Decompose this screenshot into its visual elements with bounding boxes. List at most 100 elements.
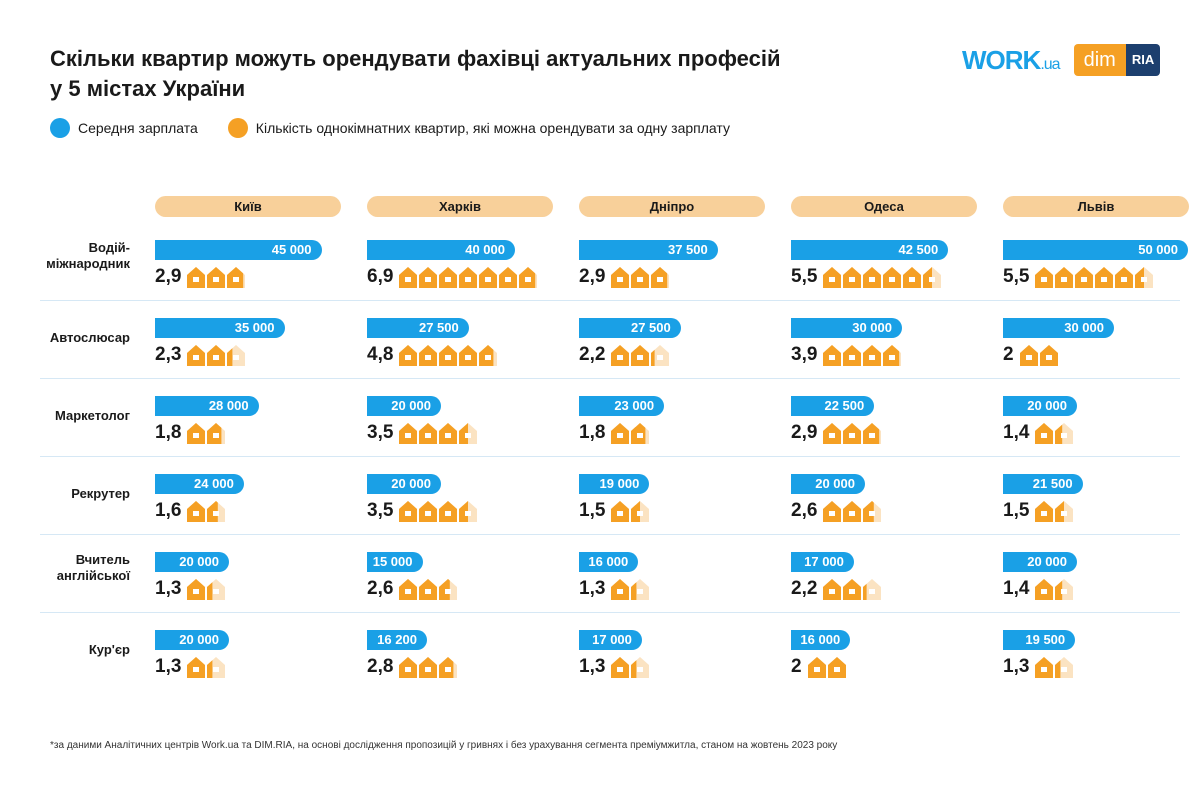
house-icon: [651, 266, 670, 288]
salary-bar: 27 500: [367, 318, 469, 338]
house-icon: [1019, 344, 1038, 366]
house-icon: [399, 422, 418, 444]
house-icon: [1035, 266, 1054, 288]
house-icon: [419, 344, 438, 366]
house-icon: [923, 266, 942, 288]
apartments-count: 1,8: [579, 422, 650, 444]
salary-bar: 50 000: [1003, 240, 1188, 260]
house-icon: [1055, 422, 1074, 444]
salary-bar: 30 000: [1003, 318, 1114, 338]
salary-bar: 16 200: [367, 630, 427, 650]
title-line-1: Скільки квартир можуть орендувати фахівц…: [50, 46, 781, 71]
apartments-count: 1,8: [155, 422, 226, 444]
house-icon: [207, 266, 226, 288]
house-icon: [479, 266, 498, 288]
house-icon: [631, 500, 650, 522]
apartments-value: 1,3: [579, 656, 606, 677]
salary-bar: 24 000: [155, 474, 244, 494]
house-icon: [459, 344, 478, 366]
house-icon: [1039, 344, 1058, 366]
salary-bar: 20 000: [367, 396, 441, 416]
apartments-value: 1,8: [155, 422, 182, 443]
apartments-count: 3,9: [791, 344, 902, 366]
house-icon: [611, 500, 630, 522]
house-icon: [187, 266, 206, 288]
house-icon: [207, 500, 226, 522]
apartments-value: 1,3: [1003, 656, 1030, 677]
apartments-count: 1,3: [1003, 656, 1074, 678]
house-icon: [439, 344, 458, 366]
salary-bar: 19 500: [1003, 630, 1076, 650]
house-icon: [459, 500, 478, 522]
apartments-value: 2,8: [367, 656, 394, 677]
house-icon: [1115, 266, 1134, 288]
house-icon: [227, 344, 246, 366]
house-icon: [823, 422, 842, 444]
house-icon: [459, 266, 478, 288]
house-icon: [419, 422, 438, 444]
profession-label: Рекрутер: [71, 486, 130, 501]
salary-bar: 20 000: [1003, 552, 1077, 572]
salary-bar: 20 000: [1003, 396, 1077, 416]
apartments-value: 1,6: [155, 500, 182, 521]
apartments-count: 1,5: [579, 500, 650, 522]
apartments-value: 2,6: [367, 578, 394, 599]
apartments-count: 2,9: [579, 266, 670, 288]
house-icon: [631, 266, 650, 288]
house-icon: [611, 578, 630, 600]
house-icon: [399, 344, 418, 366]
row-divider: [40, 300, 1180, 301]
salary-bar: 40 000: [367, 240, 515, 260]
profession-label: Кур'єр: [88, 642, 130, 657]
apartments-count: 2,3: [155, 344, 246, 366]
house-icon: [1135, 266, 1154, 288]
house-icon: [843, 500, 862, 522]
apartments-value: 2,2: [791, 578, 818, 599]
apartments-count: 2,9: [791, 422, 882, 444]
house-icon: [631, 344, 650, 366]
house-icon: [1035, 422, 1054, 444]
city-header: Львів: [1003, 196, 1189, 217]
house-icon: [187, 344, 206, 366]
apartments-count: 3,5: [367, 500, 478, 522]
house-icon: [419, 578, 438, 600]
house-icon: [823, 344, 842, 366]
house-icon: [1055, 578, 1074, 600]
footnote: *за даними Аналітичних центрів Work.ua т…: [50, 740, 838, 751]
house-icon: [631, 578, 650, 600]
salary-bar: 37 500: [579, 240, 718, 260]
apartments-value: 2,6: [791, 500, 818, 521]
house-icon: [1055, 656, 1074, 678]
row-divider: [40, 534, 1180, 535]
apartments-value: 2,9: [155, 266, 182, 287]
house-icon: [1035, 578, 1054, 600]
house-icon: [611, 656, 630, 678]
apartments-count: 2,2: [579, 344, 670, 366]
house-icon: [843, 266, 862, 288]
house-icon: [863, 500, 882, 522]
house-icon: [843, 578, 862, 600]
apartments-value: 3,9: [791, 344, 818, 365]
house-icon: [883, 344, 902, 366]
apartments-value: 1,3: [579, 578, 606, 599]
salary-bar: 27 500: [579, 318, 681, 338]
house-icon: [611, 266, 630, 288]
house-icon: [499, 266, 518, 288]
apartments-value: 2: [791, 656, 802, 677]
apartments-count: 1,6: [155, 500, 226, 522]
house-icon: [1075, 266, 1094, 288]
apartments-value: 2,9: [579, 266, 606, 287]
salary-bar: 17 000: [791, 552, 854, 572]
profession-label: Вчитель англійської: [56, 552, 130, 583]
row-divider: [40, 612, 1180, 613]
house-icon: [863, 422, 882, 444]
apartments-count: 2,9: [155, 266, 246, 288]
apartments-count: 1,3: [155, 656, 226, 678]
house-icon: [863, 578, 882, 600]
house-icon: [227, 266, 246, 288]
apartments-value: 1,3: [155, 656, 182, 677]
apartments-value: 6,9: [367, 266, 394, 287]
salary-bar: 20 000: [367, 474, 441, 494]
salary-bar: 16 000: [579, 552, 639, 572]
salary-bar: 35 000: [155, 318, 285, 338]
